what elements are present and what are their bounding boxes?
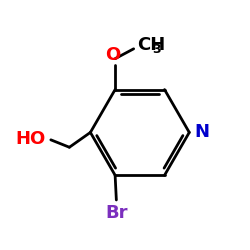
Text: N: N: [195, 124, 210, 142]
Text: O: O: [106, 46, 121, 64]
Text: CH: CH: [137, 36, 166, 54]
Text: Br: Br: [105, 204, 128, 222]
Text: HO: HO: [16, 130, 46, 148]
Text: 3: 3: [152, 43, 160, 56]
